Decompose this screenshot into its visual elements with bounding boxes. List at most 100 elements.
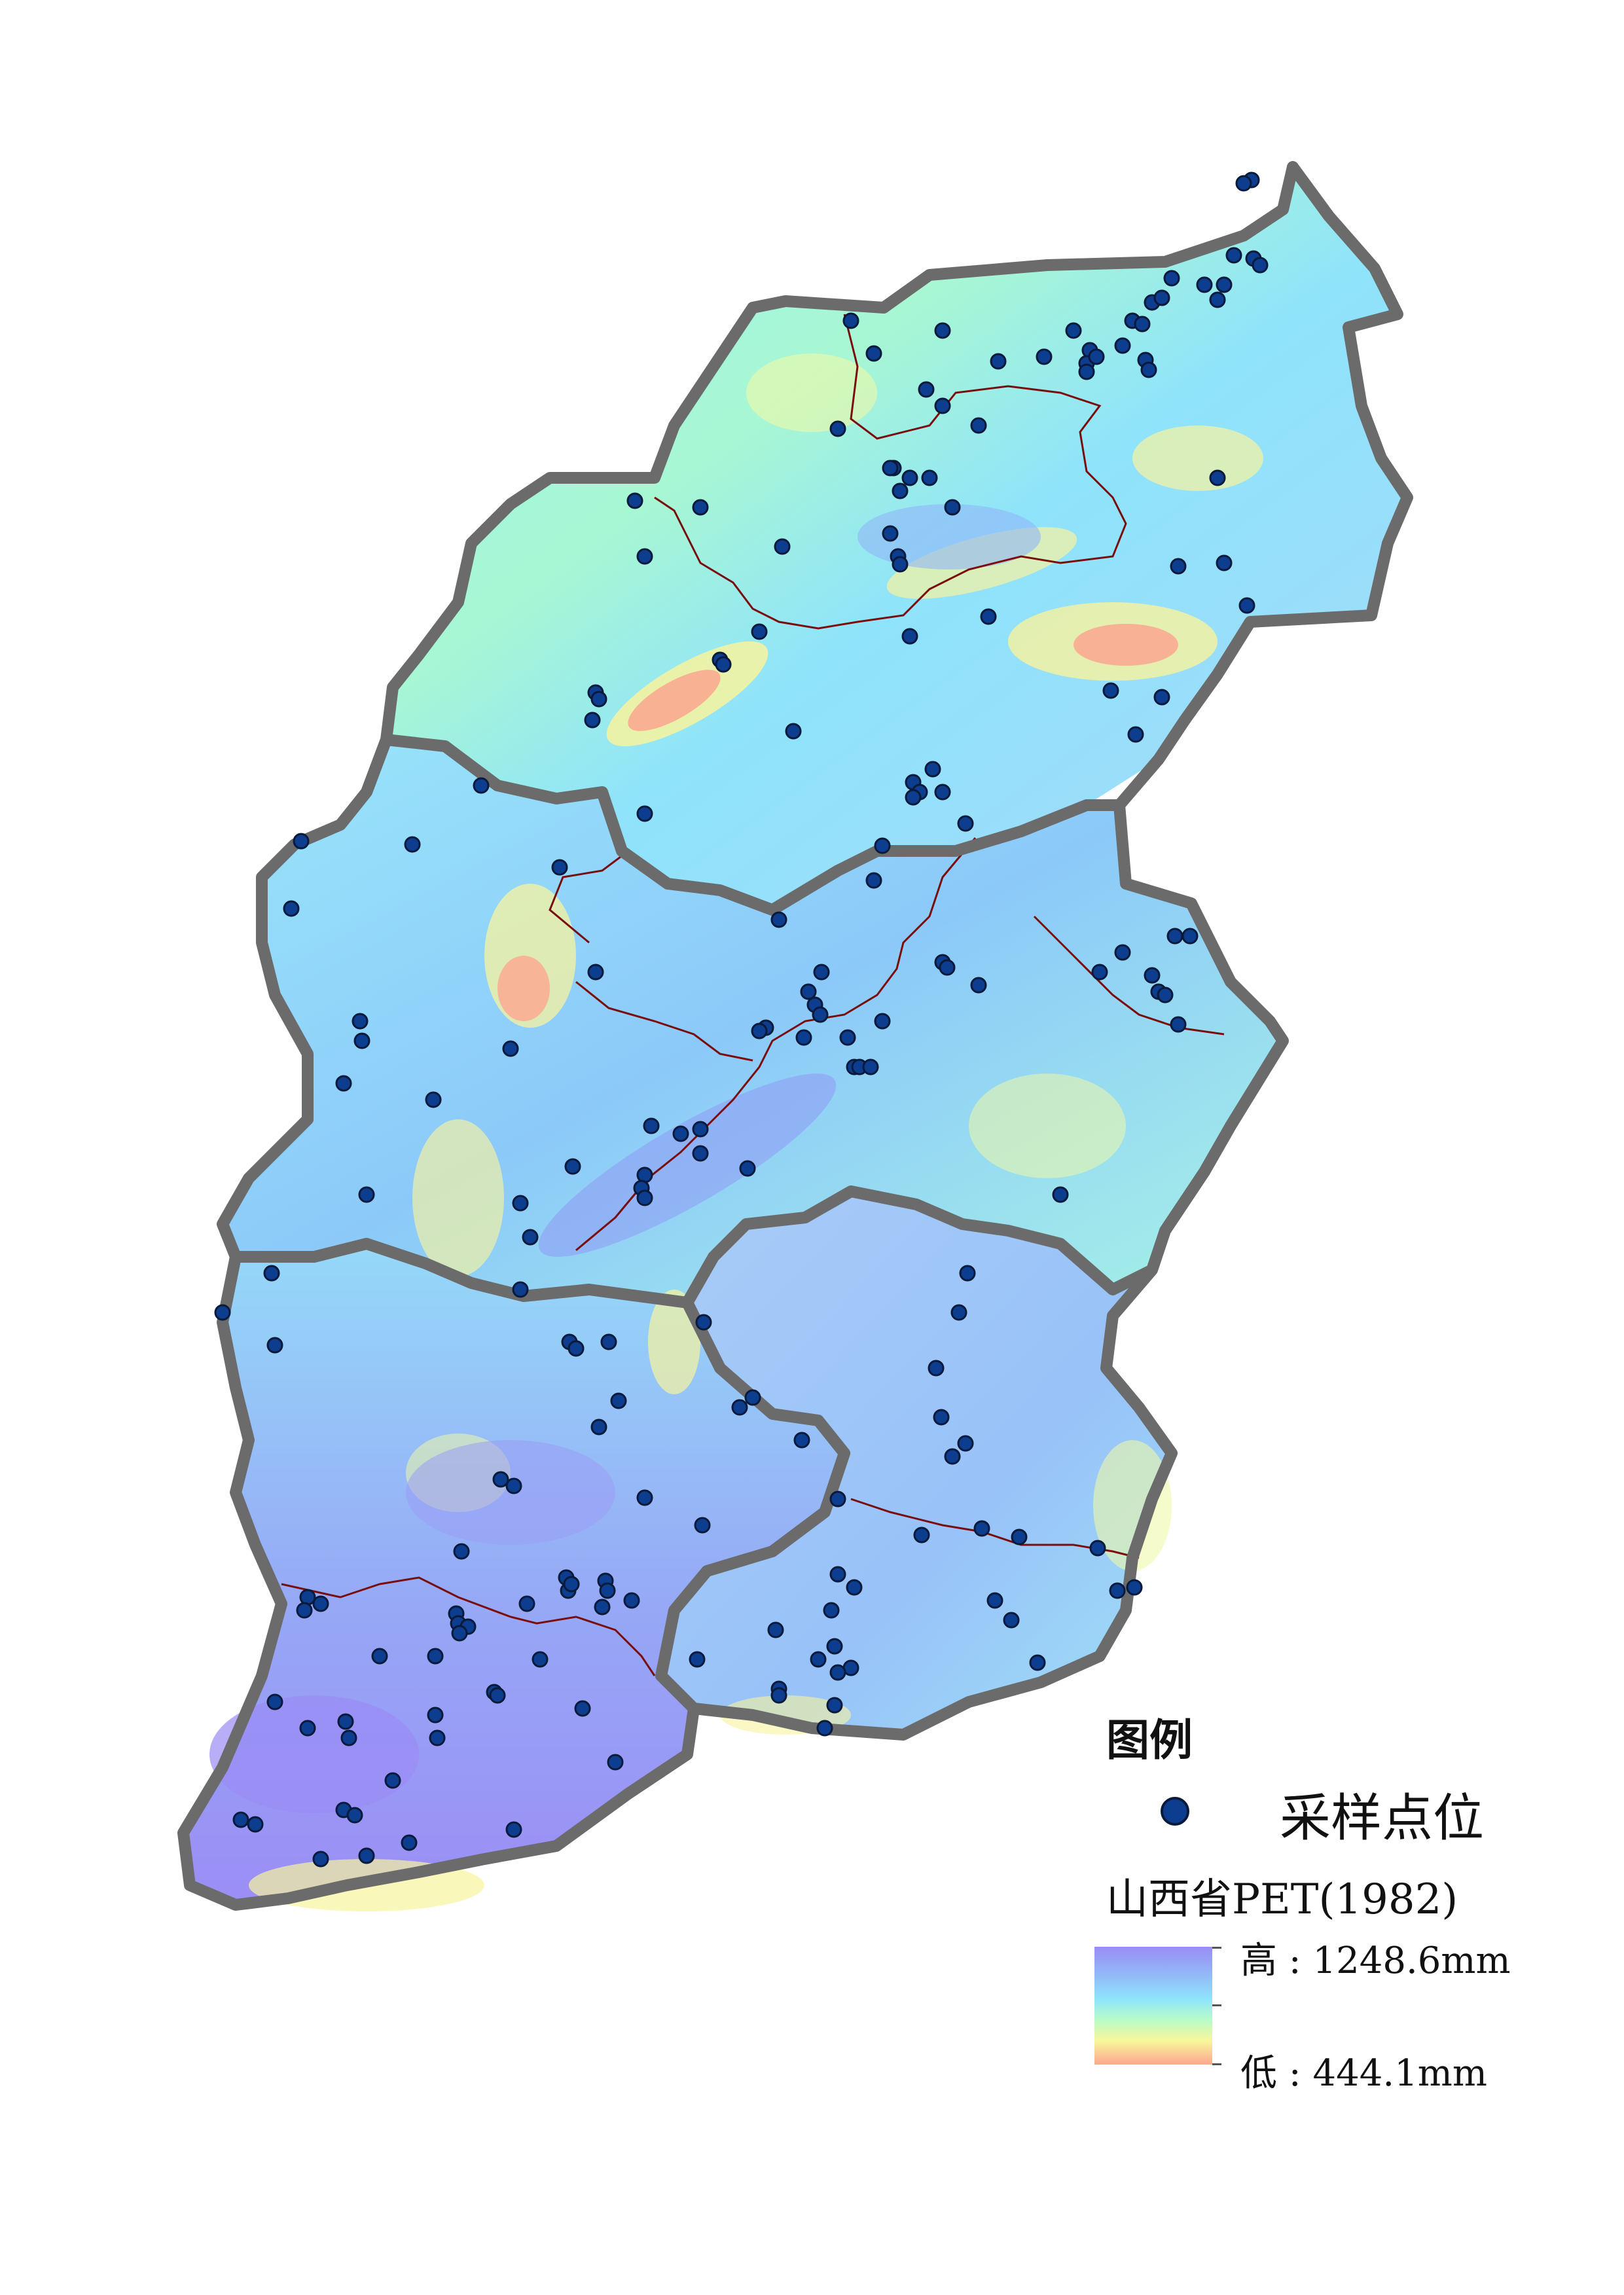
sample-point: [800, 983, 817, 1000]
sample-point: [1036, 348, 1053, 365]
sample-point: [770, 911, 787, 928]
sample-point: [214, 1304, 231, 1321]
sample-point: [522, 1229, 539, 1246]
sample-point: [1252, 257, 1269, 274]
sample-point: [934, 784, 951, 801]
sample-point: [695, 1314, 712, 1331]
legend-low-label: 低 : 444.1mm: [1240, 2052, 1487, 2095]
sample-point: [1052, 1186, 1069, 1203]
sample-point: [1163, 270, 1180, 287]
sample-point: [846, 1579, 863, 1596]
sample-point: [401, 1834, 418, 1851]
sample-point: [626, 492, 643, 509]
sample-point: [882, 460, 899, 477]
sample-points-layer: [214, 172, 1269, 1868]
sample-point: [829, 420, 846, 437]
sample-point: [928, 1360, 945, 1377]
sample-point: [1209, 469, 1226, 486]
sample-point: [744, 1389, 761, 1406]
sample-point: [636, 1189, 653, 1206]
sample-point: [970, 977, 987, 994]
sample-point: [600, 1333, 617, 1350]
sample-point: [453, 1543, 470, 1560]
sample-point: [358, 1847, 375, 1864]
sample-point: [505, 1821, 522, 1838]
sample-point: [353, 1032, 370, 1049]
sample-point: [865, 345, 882, 362]
sample-point: [795, 1029, 812, 1046]
sample-point: [901, 628, 918, 645]
sample-point: [715, 656, 732, 673]
sample-point: [921, 469, 938, 486]
sample-point: [1140, 361, 1157, 378]
sample-point: [505, 1477, 522, 1494]
sample-point: [751, 623, 768, 640]
sample-point: [427, 1707, 444, 1724]
sample-point: [551, 859, 568, 876]
legend-high-label: 高 : 1248.6mm: [1240, 1940, 1511, 1982]
sample-point: [1089, 1540, 1106, 1557]
sample-point: [829, 1664, 846, 1681]
sample-point: [1182, 928, 1199, 945]
sample-point: [1109, 1582, 1126, 1599]
pet-color-ramp: [1094, 1947, 1212, 2065]
sample-point: [901, 469, 918, 486]
sample-point: [672, 1125, 689, 1142]
sample-point: [636, 1166, 653, 1184]
sample-point: [404, 836, 421, 853]
sample-point: [944, 499, 961, 516]
sample-point: [1144, 967, 1161, 984]
sample-point: [299, 1589, 316, 1606]
sample-point: [312, 1851, 329, 1868]
sample-point: [1114, 944, 1131, 961]
sample-point: [283, 900, 300, 917]
sample-point: [299, 1720, 316, 1737]
sample-point: [425, 1091, 442, 1108]
sample-point: [990, 353, 1007, 370]
sample-point: [957, 815, 974, 832]
sample-point: [1235, 175, 1252, 192]
sample-point: [1153, 689, 1170, 706]
sample-point: [1170, 558, 1187, 575]
sample-point: [973, 1520, 990, 1537]
sample-point: [358, 1186, 375, 1203]
sample-point: [692, 499, 709, 516]
sample-point: [823, 1602, 840, 1619]
sample-point: [770, 1687, 787, 1704]
sample-point: [371, 1648, 388, 1665]
sample-point: [913, 1527, 930, 1544]
sample-point: [1091, 964, 1108, 981]
sample-point: [751, 1022, 768, 1039]
sample-point: [1114, 337, 1131, 354]
sample-point: [944, 1448, 961, 1465]
sample-point: [1065, 322, 1082, 339]
sample-point: [934, 322, 951, 339]
sample-point: [512, 1195, 529, 1212]
ramp-tick: [1212, 2004, 1221, 2006]
sample-point: [247, 1816, 264, 1833]
sample-point: [568, 1340, 585, 1357]
legend-point-label: 采样点位: [1280, 1789, 1485, 1848]
sample-point: [346, 1807, 363, 1824]
legend-raster-title: 山西省PET(1982): [1106, 1875, 1458, 1924]
filled-circle-icon: [1161, 1797, 1189, 1826]
sample-point: [352, 1013, 369, 1030]
sample-point: [473, 777, 490, 794]
sample-point: [785, 723, 802, 740]
sample-point: [1157, 986, 1174, 1003]
sample-point: [816, 1720, 833, 1737]
sample-point: [518, 1595, 535, 1612]
sample-point: [1078, 363, 1095, 380]
sample-point: [574, 1700, 591, 1717]
sample-point: [296, 1602, 313, 1619]
sample-point: [610, 1392, 627, 1409]
sample-point: [957, 1435, 974, 1452]
sample-point: [959, 1265, 976, 1282]
sample-point: [563, 1576, 580, 1593]
sample-point: [384, 1772, 401, 1789]
sample-point: [564, 1158, 581, 1175]
high-pet-valleys: [209, 504, 1041, 1813]
sample-point: [1127, 726, 1144, 743]
sample-point: [293, 833, 310, 850]
sample-point: [643, 1117, 660, 1134]
